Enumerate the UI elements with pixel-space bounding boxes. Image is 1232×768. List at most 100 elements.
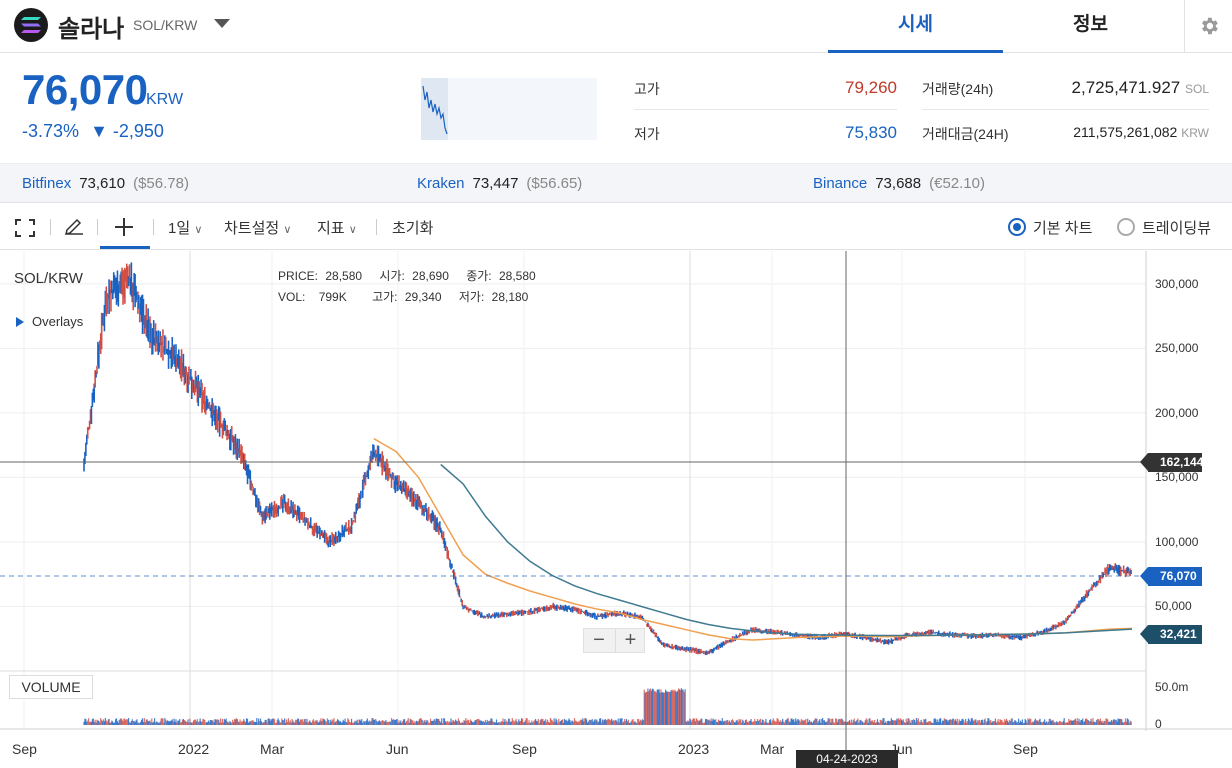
volume-bar [220,722,223,725]
candlestick-chart[interactable] [0,251,1232,768]
volume-bar [235,718,237,725]
volume-bar [113,722,115,725]
volume-bar [747,722,749,725]
volume-bar [325,721,328,725]
exchange-binance[interactable]: Binance 73,688 (€52.10) [813,175,985,192]
pencil-icon[interactable] [63,217,85,237]
volume-bar [154,718,156,725]
settings-button[interactable] [1184,0,1232,53]
overlays-label: Overlays [32,314,84,329]
volume-bar [706,719,709,725]
volume-bar [579,720,581,725]
tradingview-radio[interactable] [1117,218,1135,236]
volume-bar [290,722,292,725]
volume-bar [1033,720,1036,725]
volume-bar [479,720,481,725]
volume-bar [970,718,972,725]
volume-bar [770,722,773,725]
volume-bar [972,720,974,725]
volume-bar [823,720,826,725]
volume-bar [558,718,560,725]
volume-bar [833,722,835,725]
volume-bar [1045,721,1048,725]
coin-select-chevron-down-icon[interactable] [214,19,230,28]
reset-button[interactable]: 초기화 [392,220,434,237]
volume-bar [687,720,689,725]
tradingview-label[interactable]: 트레이딩뷰 [1142,220,1212,237]
exchange-kraken[interactable]: Kraken 73,447 ($56.65) [417,175,582,192]
volume-bar [768,722,770,725]
volume-bar [169,720,172,725]
volume-bar [1077,721,1079,725]
volume-bar [635,722,637,725]
volume-bar [102,719,105,725]
volume-bar [162,718,164,725]
volume-bar [583,721,585,725]
price-chart-area[interactable]: SOL/KRW Overlays PRICE: 28,580 시가: 28,69… [0,251,1232,768]
volume-bar [620,718,622,725]
basic-chart-label[interactable]: 기본 차트 [1033,220,1093,237]
volume-bar [612,720,614,725]
volume-bar [1056,721,1058,725]
volume-bar [382,720,384,725]
volume-bar [400,720,402,725]
volume-bar [573,721,575,725]
volume-bar [180,722,182,725]
volume-toggle-button[interactable]: VOLUME [9,675,93,699]
volume-bar [961,719,963,725]
volume-bar [520,718,523,725]
volume-bar [727,719,729,725]
indicators-dropdown[interactable]: 지표 ∨ [317,217,357,238]
volume-bar [228,722,230,725]
volume-bar [1042,722,1044,725]
volume-bar [685,721,687,725]
volume-bar [809,720,811,725]
volume-bar [1078,718,1080,725]
volume-bar [750,718,752,725]
volume-bar [591,719,593,725]
volume-bar [594,719,596,725]
ohlc-row-1: PRICE: 28,580 시가: 28,690 종가: 28,580 [278,267,536,284]
volume-bar [285,719,288,725]
zoom-out-button[interactable]: − [593,629,605,651]
volume-bar [333,718,335,725]
volume-bar [375,718,377,725]
volume-bar [299,719,302,725]
volume-bar [624,718,626,725]
chevron-down-icon: ∨ [283,224,292,236]
volume-bar [808,721,810,725]
volume-bar [103,721,106,725]
volume-bar [378,720,381,725]
chart-settings-dropdown[interactable]: 차트설정 ∨ [224,217,291,238]
basic-chart-radio[interactable] [1008,218,1026,236]
volume-bar [680,688,682,725]
volume-bar [968,719,971,725]
volume-bar [942,720,944,725]
volume-bar [1020,722,1023,725]
overlays-toggle[interactable]: Overlays [16,314,83,329]
volume-bar [190,722,192,725]
volume-bar [376,721,379,725]
volume-bar [225,718,227,725]
volume-bar [912,720,914,725]
volume-bar [1013,721,1015,725]
exchange-bitfinex[interactable]: Bitfinex 73,610 ($56.78) [22,175,189,192]
volume-bar [195,721,198,725]
fullscreen-icon[interactable] [15,219,35,237]
interval-dropdown[interactable]: 1일 ∨ [168,217,202,238]
volume-bar [178,720,180,725]
volume-bar [571,720,573,725]
zoom-in-button[interactable]: + [615,629,645,653]
volume-bar [1019,720,1022,725]
volume-bar [361,719,363,725]
crosshair-icon[interactable] [114,217,134,237]
tab-market-price[interactable]: 시세 [828,0,1003,53]
tab-info[interactable]: 정보 [1073,14,1108,35]
volume-bar [278,720,280,725]
volume-bar [678,688,680,725]
volume-bar [835,718,837,725]
volume-bar [494,722,497,725]
volume-bar [194,719,197,725]
volume-bar [797,719,800,725]
volume-bar [932,722,934,725]
